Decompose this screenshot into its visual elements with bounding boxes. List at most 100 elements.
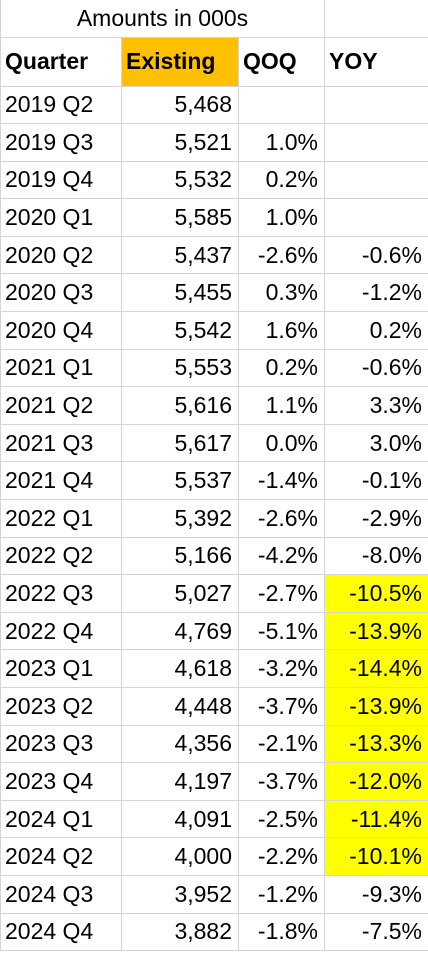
existing-cell[interactable]: 5,027 [121, 574, 239, 613]
qoq-cell[interactable] [238, 85, 325, 125]
qoq-cell[interactable]: 0.3% [238, 273, 325, 313]
yoy-cell[interactable]: -10.5% [324, 574, 428, 613]
existing-cell[interactable]: 5,166 [121, 536, 239, 576]
table-row: 2019 Q2 5,468 [0, 85, 428, 125]
yoy-cell[interactable]: -13.3% [324, 724, 428, 764]
existing-cell[interactable]: 5,468 [121, 85, 239, 125]
yoy-cell[interactable]: -14.4% [324, 649, 428, 688]
yoy-cell[interactable]: -10.1% [324, 837, 428, 876]
yoy-cell[interactable]: -0.1% [324, 461, 428, 501]
existing-cell[interactable]: 4,448 [121, 687, 239, 726]
qoq-cell[interactable]: -2.7% [238, 574, 325, 613]
header-yoy[interactable]: YOY [324, 36, 428, 87]
existing-cell[interactable]: 5,616 [121, 386, 239, 425]
quarter-cell[interactable]: 2023 Q4 [0, 762, 122, 801]
quarter-cell[interactable]: 2024 Q2 [0, 837, 122, 876]
existing-cell[interactable]: 4,091 [121, 799, 239, 839]
yoy-cell[interactable] [324, 85, 428, 125]
quarter-cell[interactable]: 2020 Q3 [0, 273, 122, 313]
existing-cell[interactable]: 5,542 [121, 311, 239, 350]
yoy-cell[interactable]: -13.9% [324, 611, 428, 651]
quarter-cell[interactable]: 2024 Q4 [0, 912, 122, 952]
table-row: 2024 Q4 3,882 -1.8% -7.5% [0, 912, 428, 952]
qoq-cell[interactable]: 1.1% [238, 386, 325, 425]
quarter-cell[interactable]: 2021 Q2 [0, 386, 122, 425]
yoy-cell[interactable]: 0.2% [324, 311, 428, 350]
yoy-cell[interactable] [324, 198, 428, 237]
yoy-cell[interactable]: -12.0% [324, 762, 428, 801]
quarter-cell[interactable]: 2024 Q1 [0, 799, 122, 839]
existing-cell[interactable]: 5,617 [121, 423, 239, 463]
existing-cell[interactable]: 4,618 [121, 649, 239, 688]
yoy-cell[interactable]: -2.9% [324, 499, 428, 538]
existing-cell[interactable]: 3,952 [121, 874, 239, 914]
quarter-cell[interactable]: 2020 Q2 [0, 235, 122, 275]
yoy-cell[interactable]: -0.6% [324, 235, 428, 275]
existing-cell[interactable]: 4,769 [121, 611, 239, 651]
yoy-cell[interactable] [324, 123, 428, 162]
quarter-cell[interactable]: 2024 Q3 [0, 874, 122, 914]
yoy-cell[interactable]: -0.6% [324, 348, 428, 388]
quarter-cell[interactable]: 2021 Q1 [0, 348, 122, 388]
qoq-cell[interactable]: -2.5% [238, 799, 325, 839]
quarter-cell[interactable]: 2023 Q3 [0, 724, 122, 764]
qoq-cell[interactable]: -1.2% [238, 874, 325, 914]
yoy-cell[interactable]: -11.4% [324, 799, 428, 839]
qoq-cell[interactable]: 1.0% [238, 198, 325, 237]
yoy-cell[interactable]: -9.3% [324, 874, 428, 914]
yoy-cell[interactable] [324, 160, 428, 200]
quarter-cell[interactable]: 2021 Q3 [0, 423, 122, 463]
yoy-cell[interactable]: 3.0% [324, 423, 428, 463]
existing-cell[interactable]: 5,537 [121, 461, 239, 501]
existing-cell[interactable]: 5,521 [121, 123, 239, 162]
yoy-cell[interactable]: 3.3% [324, 386, 428, 425]
qoq-cell[interactable]: 0.0% [238, 423, 325, 463]
quarter-cell[interactable]: 2019 Q2 [0, 85, 122, 125]
quarter-cell[interactable]: 2019 Q3 [0, 123, 122, 162]
qoq-cell[interactable]: -2.2% [238, 837, 325, 876]
qoq-cell[interactable]: -2.6% [238, 499, 325, 538]
qoq-cell[interactable]: -1.8% [238, 912, 325, 952]
qoq-cell[interactable]: -3.2% [238, 649, 325, 688]
existing-cell[interactable]: 5,455 [121, 273, 239, 313]
yoy-cell[interactable]: -8.0% [324, 536, 428, 576]
existing-cell[interactable]: 5,437 [121, 235, 239, 275]
quarter-cell[interactable]: 2020 Q1 [0, 198, 122, 237]
existing-cell[interactable]: 4,000 [121, 837, 239, 876]
header-existing[interactable]: Existing [121, 36, 239, 87]
yoy-cell[interactable]: -13.9% [324, 687, 428, 726]
quarter-cell[interactable]: 2022 Q4 [0, 611, 122, 651]
yoy-cell[interactable]: -1.2% [324, 273, 428, 313]
qoq-cell[interactable]: 1.0% [238, 123, 325, 162]
qoq-cell[interactable]: -3.7% [238, 762, 325, 801]
qoq-cell[interactable]: -4.2% [238, 536, 325, 576]
qoq-cell[interactable]: -3.7% [238, 687, 325, 726]
quarter-cell[interactable]: 2023 Q1 [0, 649, 122, 688]
table-title[interactable]: Amounts in 000s [0, 0, 325, 38]
quarter-cell[interactable]: 2020 Q4 [0, 311, 122, 350]
quarter-cell[interactable]: 2022 Q2 [0, 536, 122, 576]
yoy-cell[interactable]: -7.5% [324, 912, 428, 952]
existing-cell[interactable]: 4,356 [121, 724, 239, 764]
existing-cell[interactable]: 3,882 [121, 912, 239, 952]
qoq-cell[interactable]: -5.1% [238, 611, 325, 651]
existing-cell[interactable]: 5,532 [121, 160, 239, 200]
existing-cell[interactable]: 5,585 [121, 198, 239, 237]
existing-cell[interactable]: 4,197 [121, 762, 239, 801]
qoq-cell[interactable]: -2.6% [238, 235, 325, 275]
quarter-cell[interactable]: 2019 Q4 [0, 160, 122, 200]
existing-cell[interactable]: 5,553 [121, 348, 239, 388]
header-quarter[interactable]: Quarter [0, 36, 122, 87]
quarter-cell[interactable]: 2023 Q2 [0, 687, 122, 726]
existing-cell[interactable]: 5,392 [121, 499, 239, 538]
qoq-cell[interactable]: -1.4% [238, 461, 325, 501]
empty-cell[interactable] [324, 0, 428, 38]
quarter-cell[interactable]: 2021 Q4 [0, 461, 122, 501]
qoq-cell[interactable]: 0.2% [238, 160, 325, 200]
qoq-cell[interactable]: -2.1% [238, 724, 325, 764]
quarter-cell[interactable]: 2022 Q1 [0, 499, 122, 538]
qoq-cell[interactable]: 0.2% [238, 348, 325, 388]
header-qoq[interactable]: QOQ [238, 36, 325, 87]
quarter-cell[interactable]: 2022 Q3 [0, 574, 122, 613]
qoq-cell[interactable]: 1.6% [238, 311, 325, 350]
